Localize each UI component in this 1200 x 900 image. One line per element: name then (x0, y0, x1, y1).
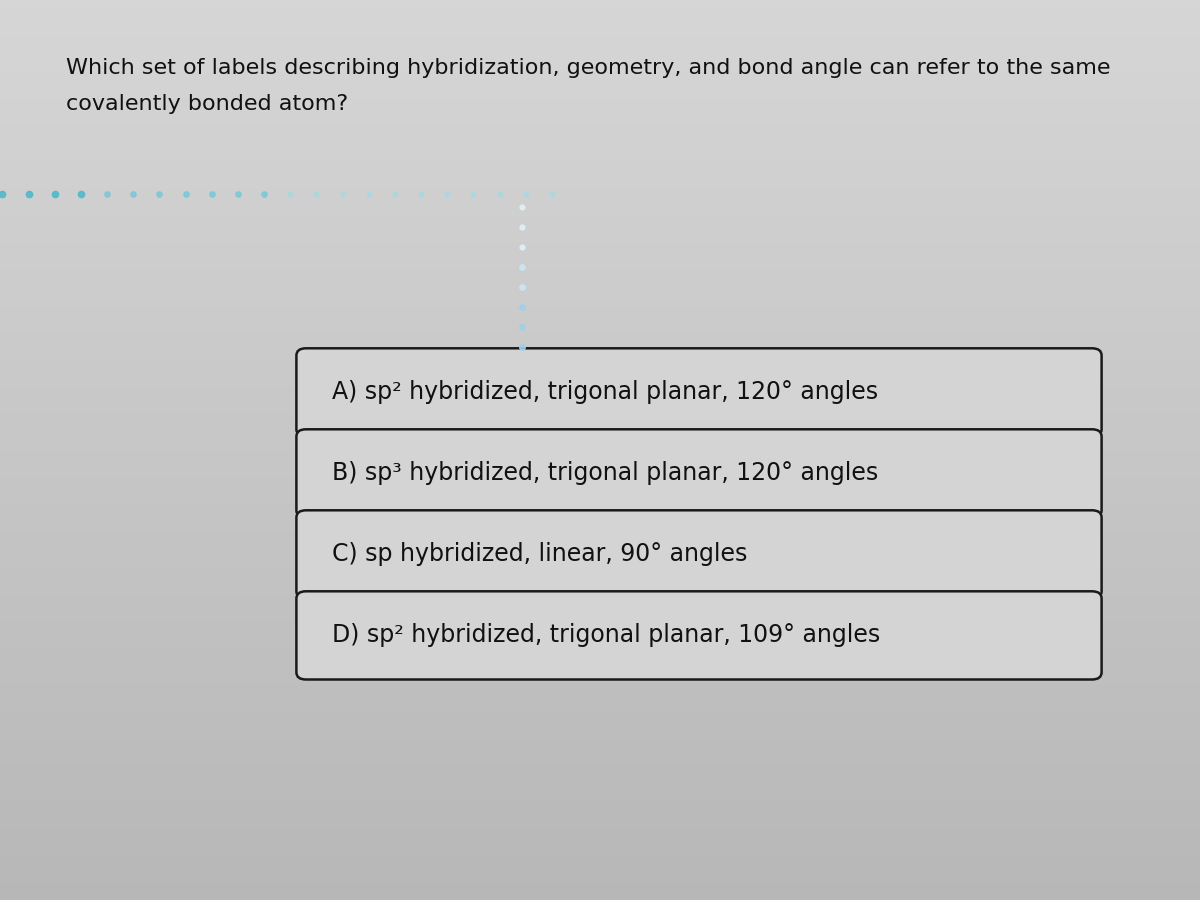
FancyBboxPatch shape (296, 591, 1102, 680)
Text: Which set of labels describing hybridization, geometry, and bond angle can refer: Which set of labels describing hybridiza… (66, 58, 1110, 78)
FancyBboxPatch shape (296, 510, 1102, 598)
FancyBboxPatch shape (296, 429, 1102, 517)
Text: D) sp² hybridized, trigonal planar, 109° angles: D) sp² hybridized, trigonal planar, 109°… (332, 624, 881, 647)
FancyBboxPatch shape (296, 348, 1102, 436)
Text: covalently bonded atom?: covalently bonded atom? (66, 94, 348, 114)
Text: C) sp hybridized, linear, 90° angles: C) sp hybridized, linear, 90° angles (332, 543, 748, 566)
Text: B) sp³ hybridized, trigonal planar, 120° angles: B) sp³ hybridized, trigonal planar, 120°… (332, 462, 878, 485)
Text: A) sp² hybridized, trigonal planar, 120° angles: A) sp² hybridized, trigonal planar, 120°… (332, 381, 878, 404)
